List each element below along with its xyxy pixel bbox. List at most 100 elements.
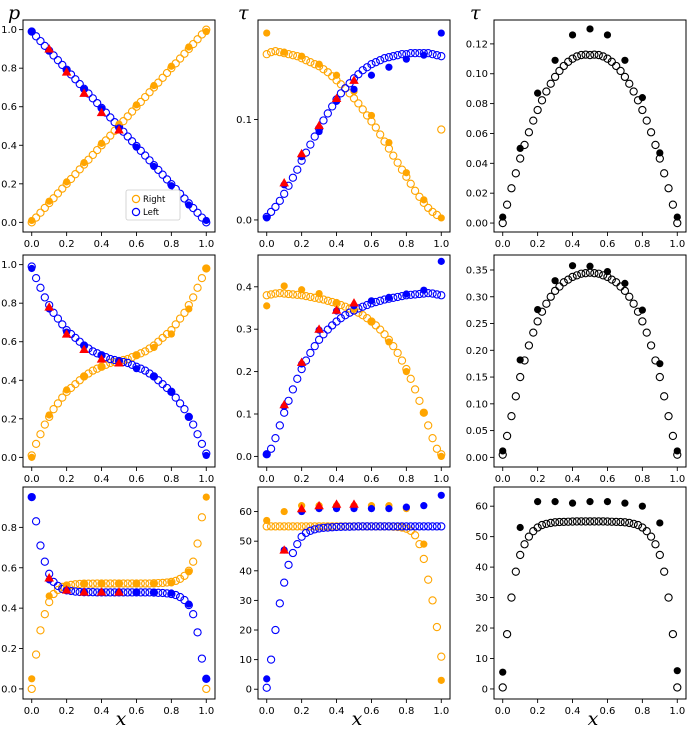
- left-open-point: [419, 522, 428, 531]
- left-open-point: [171, 393, 180, 402]
- right-open-point: [123, 579, 132, 588]
- right-open-point: [75, 165, 84, 174]
- tau-open-point: [629, 519, 638, 529]
- right-open-point: [71, 170, 80, 179]
- tau-filled-point: [534, 89, 542, 97]
- right-filled-point: [420, 409, 428, 417]
- left-filled-point: [367, 71, 376, 79]
- tau-open-point: [633, 520, 643, 530]
- right-open-point: [358, 105, 367, 114]
- left-open-point: [384, 53, 394, 62]
- y-tick-label: 0.00: [466, 453, 488, 464]
- y-tick-label: 0.15: [466, 373, 488, 384]
- right-open-point: [410, 385, 420, 394]
- left-open-point: [319, 116, 328, 125]
- tau-open-point: [577, 50, 586, 60]
- red-triangle-marker: [61, 67, 72, 76]
- left-open-point: [31, 32, 41, 41]
- left-filled-point: [132, 588, 141, 596]
- tau-open-point: [533, 105, 542, 115]
- plot-area: [262, 491, 446, 692]
- x-tick-label: 0.6: [600, 474, 616, 485]
- tau-open-point: [524, 341, 534, 350]
- left-open-point: [180, 405, 189, 414]
- right-filled-point: [437, 676, 445, 684]
- tau-open-point: [568, 517, 577, 526]
- right-open-point: [301, 56, 311, 65]
- red-triangle-marker: [44, 302, 54, 311]
- tau-open-point: [620, 72, 630, 82]
- chart-tau1: 0.0 0.2 0.4 0.6 0.8 1.0 0.00 0.02 0.04 0.06 0.08 0.…: [466, 19, 687, 250]
- plot-frame: [493, 254, 687, 468]
- left-open-point: [88, 94, 97, 103]
- y-tick-label: 0.06: [466, 129, 488, 140]
- right-open-point: [288, 51, 298, 60]
- left-open-point: [406, 522, 415, 531]
- left-open-point: [36, 36, 45, 46]
- right-filled-point: [97, 363, 106, 371]
- right-open-point: [432, 622, 442, 632]
- right-open-point: [280, 289, 289, 298]
- x-tick-label: 1.0: [198, 706, 214, 717]
- tau-open-point: [555, 66, 564, 76]
- red-triangle-marker: [331, 305, 342, 314]
- y-tick-label: 20: [239, 626, 252, 637]
- y-tick-label: 60: [239, 507, 252, 518]
- right-open-point: [106, 358, 115, 368]
- tau-open-point: [516, 372, 525, 382]
- right-filled-point: [167, 62, 175, 70]
- x-tick-label: 0.0: [495, 474, 511, 485]
- ylabel-p: p: [8, 2, 20, 24]
- left-open-point: [271, 434, 280, 443]
- y-tick-label: 30: [239, 596, 252, 607]
- tau-open-point: [550, 518, 560, 527]
- tau-open-point: [511, 392, 520, 401]
- right-open-point: [437, 652, 446, 661]
- tau-open-point: [502, 431, 512, 441]
- left-open-point: [362, 522, 372, 531]
- tau-open-point: [629, 299, 638, 308]
- right-open-point: [437, 125, 446, 134]
- left-open-point: [141, 588, 150, 597]
- red-triangle-marker: [279, 399, 289, 409]
- right-open-point: [310, 522, 319, 531]
- tau-open-point: [612, 61, 621, 71]
- right-filled-point: [63, 386, 71, 394]
- y-tick-label: 0.1: [236, 115, 252, 126]
- plot-area: [498, 25, 682, 228]
- plot-area: [262, 29, 446, 222]
- left-open-point: [189, 420, 198, 429]
- left-open-point: [266, 207, 276, 217]
- tau-open-point: [572, 517, 582, 526]
- plot-area: [27, 25, 211, 227]
- left-filled-point: [315, 127, 323, 136]
- right-open-point: [197, 513, 207, 522]
- tau-open-point: [520, 540, 529, 549]
- left-open-point: [36, 283, 45, 292]
- x-tick-label: 0.6: [364, 474, 380, 485]
- right-open-point: [141, 579, 150, 588]
- tau-open-point: [594, 50, 603, 60]
- red-triangle-marker: [349, 75, 359, 84]
- plot-frame: [257, 254, 451, 468]
- left-filled-point: [367, 505, 376, 513]
- right-open-point: [36, 208, 45, 217]
- right-filled-point: [28, 216, 36, 225]
- left-open-point: [162, 175, 172, 184]
- left-open-point: [158, 170, 167, 179]
- tau-open-point: [651, 540, 660, 549]
- left-filled-point: [132, 143, 141, 151]
- left-open-point: [380, 522, 389, 531]
- right-filled-point: [298, 286, 306, 294]
- left-open-point: [428, 50, 437, 59]
- tau-open-point: [550, 72, 560, 82]
- tau-open-point: [668, 629, 678, 639]
- red-triangle-marker: [349, 499, 359, 508]
- tau-open-point: [581, 517, 590, 526]
- y-tick-label: 0.04: [466, 159, 488, 170]
- left-filled-point: [420, 502, 428, 510]
- legend-right-label: Right: [143, 195, 166, 205]
- right-filled-point: [45, 411, 53, 419]
- right-filled-point: [150, 81, 158, 90]
- plot-frame: [22, 486, 216, 700]
